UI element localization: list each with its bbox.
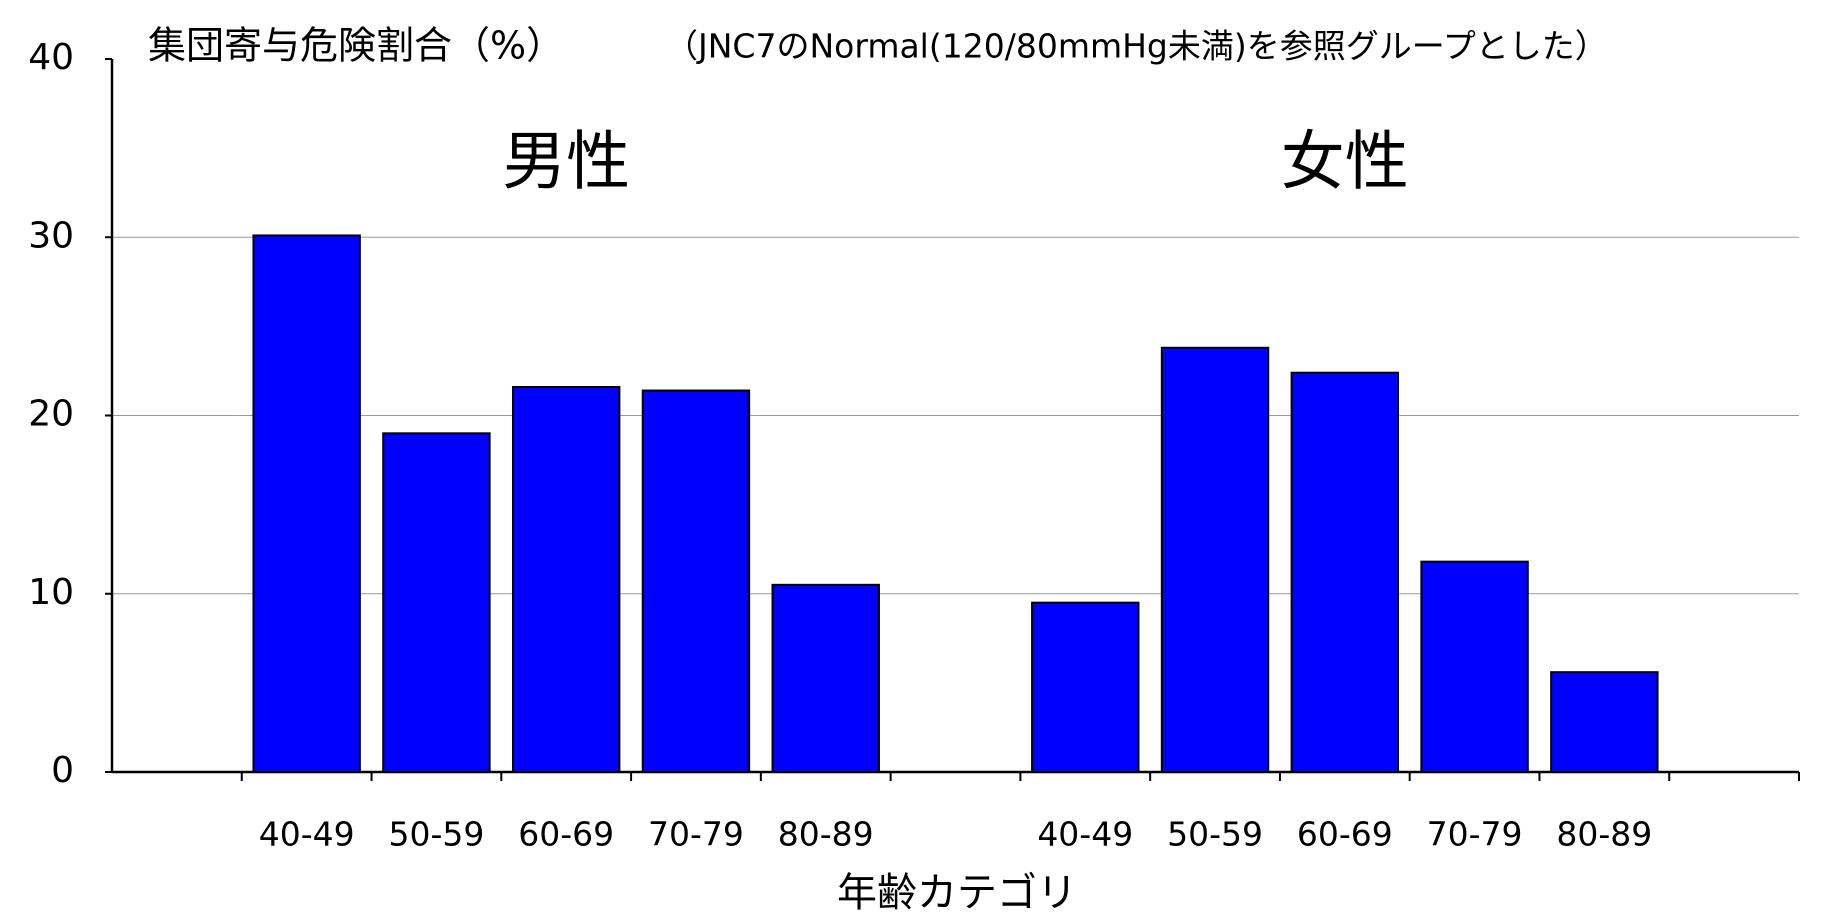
x-tick-label: 60-69 [518, 815, 614, 854]
bar [771, 583, 880, 774]
chart-subtitle: （JNC7のNormal(120/80mmHg未満)を参照グループとした） [665, 27, 1608, 66]
group-label: 男性 [502, 126, 630, 200]
bar [252, 234, 361, 773]
x-tick-label: 40-49 [1037, 815, 1133, 854]
x-tick-label: 70-79 [648, 815, 744, 854]
bar [1160, 346, 1270, 773]
x-axis-label: 年齢カテゴリ [837, 870, 1077, 916]
x-tick-label: 80-89 [1556, 815, 1652, 854]
x-tick-label: 80-89 [778, 815, 874, 854]
x-tick-label: 60-69 [1297, 815, 1393, 854]
bar [382, 432, 491, 773]
x-tick-label: 50-59 [1167, 815, 1263, 854]
chart-title: 集団寄与危険割合（%） [148, 24, 564, 68]
x-tick-label: 40-49 [259, 815, 355, 854]
bar [1420, 560, 1529, 773]
bar [1550, 671, 1659, 773]
x-tick-label: 50-59 [388, 815, 484, 854]
group-label: 女性 [1281, 126, 1409, 200]
bar [641, 389, 751, 773]
bar [511, 385, 621, 773]
x-tick-label: 70-79 [1427, 815, 1523, 854]
y-tick-label: 40 [28, 37, 74, 78]
y-tick-label: 20 [28, 394, 74, 435]
bar [1031, 601, 1140, 773]
y-tick-label: 10 [28, 572, 74, 613]
y-tick-label: 30 [28, 215, 74, 256]
y-tick-label: 0 [51, 750, 74, 791]
bar [1290, 371, 1400, 773]
